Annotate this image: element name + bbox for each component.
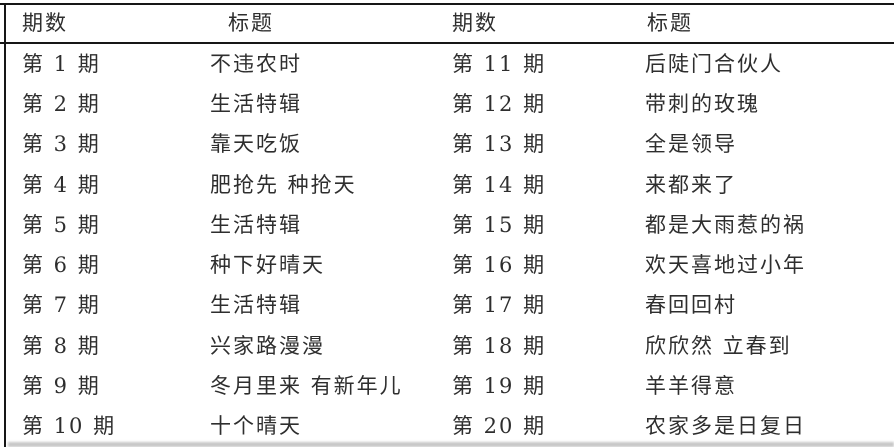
episode-cell: 第 6 期 [22, 253, 101, 278]
episode-cell: 第 17 期 [452, 293, 547, 318]
episode-cell: 第 1 期 [22, 51, 101, 76]
table-bottom-edge [8, 442, 894, 447]
episode-cell: 第 4 期 [22, 172, 101, 197]
title-cell: 后陡门合伙人 [645, 51, 783, 76]
table-row: 第 9 期 冬月里来 有新年儿 第 19 期 羊羊得意 [6, 366, 894, 406]
title-cell: 种下好晴天 [210, 253, 325, 278]
episode-cell: 第 15 期 [452, 212, 547, 237]
title-cell: 生活特辑 [210, 293, 302, 318]
episode-cell: 第 9 期 [22, 374, 101, 399]
title-cell: 兴家路漫漫 [210, 333, 325, 358]
table-row: 第 3 期 靠天吃饭 第 13 期 全是领导 [6, 125, 894, 165]
title-cell: 生活特辑 [210, 91, 302, 116]
title-cell: 羊羊得意 [645, 374, 737, 399]
episode-cell: 第 19 期 [452, 374, 547, 399]
title-cell: 肥抢先 种抢天 [210, 172, 357, 197]
title-cell: 生活特辑 [210, 212, 302, 237]
episode-table: 期数 标题 期数 标题 第 1 期 不违农时 第 11 期 后陡门合伙人 第 2… [6, 5, 894, 447]
table-row: 第 1 期 不违农时 第 11 期 后陡门合伙人 [6, 44, 894, 84]
title-cell: 春回回村 [645, 293, 737, 318]
table-row: 第 2 期 生活特辑 第 12 期 带刺的玫瑰 [6, 84, 894, 124]
header-title-right: 标题 [647, 11, 693, 35]
episode-cell: 第 20 期 [452, 414, 547, 439]
table-row: 第 8 期 兴家路漫漫 第 18 期 欣欣然 立春到 [6, 326, 894, 366]
title-cell: 来都来了 [645, 172, 737, 197]
title-cell: 带刺的玫瑰 [645, 91, 760, 116]
table-left-rule [4, 3, 6, 447]
table-row: 第 7 期 生活特辑 第 17 期 春回回村 [6, 286, 894, 326]
episode-cell: 第 18 期 [452, 333, 547, 358]
table-row: 第 4 期 肥抢先 种抢天 第 14 期 来都来了 [6, 165, 894, 205]
table-header-row: 期数 标题 期数 标题 [6, 5, 894, 42]
episode-cell: 第 5 期 [22, 212, 101, 237]
table-row: 第 10 期 十个晴天 第 20 期 农家多是日复日 [6, 407, 894, 447]
header-episode-left: 期数 [22, 11, 68, 35]
episode-cell: 第 2 期 [22, 91, 101, 116]
episode-cell: 第 16 期 [452, 253, 547, 278]
title-cell: 不违农时 [210, 51, 302, 76]
episode-cell: 第 12 期 [452, 91, 547, 116]
episode-cell: 第 13 期 [452, 132, 547, 157]
table-row: 第 5 期 生活特辑 第 15 期 都是大雨惹的祸 [6, 205, 894, 245]
title-cell: 靠天吃饭 [210, 132, 302, 157]
header-episode-right: 期数 [452, 11, 498, 35]
episode-cell: 第 7 期 [22, 293, 101, 318]
episode-cell: 第 10 期 [22, 414, 117, 439]
title-cell: 十个晴天 [210, 414, 302, 439]
header-title-left: 标题 [228, 11, 274, 35]
episode-cell: 第 14 期 [452, 172, 547, 197]
table-header-rule [0, 42, 894, 44]
episode-cell: 第 3 期 [22, 132, 101, 157]
episode-cell: 第 11 期 [452, 51, 547, 76]
title-cell: 欣欣然 立春到 [645, 333, 792, 358]
title-cell: 全是领导 [645, 132, 737, 157]
title-cell: 都是大雨惹的祸 [645, 212, 806, 237]
title-cell: 农家多是日复日 [645, 414, 806, 439]
title-cell: 欢天喜地过小年 [645, 253, 806, 278]
title-cell: 冬月里来 有新年儿 [210, 374, 403, 399]
table-row: 第 6 期 种下好晴天 第 16 期 欢天喜地过小年 [6, 245, 894, 285]
episode-cell: 第 8 期 [22, 333, 101, 358]
table-top-rule [0, 3, 894, 5]
